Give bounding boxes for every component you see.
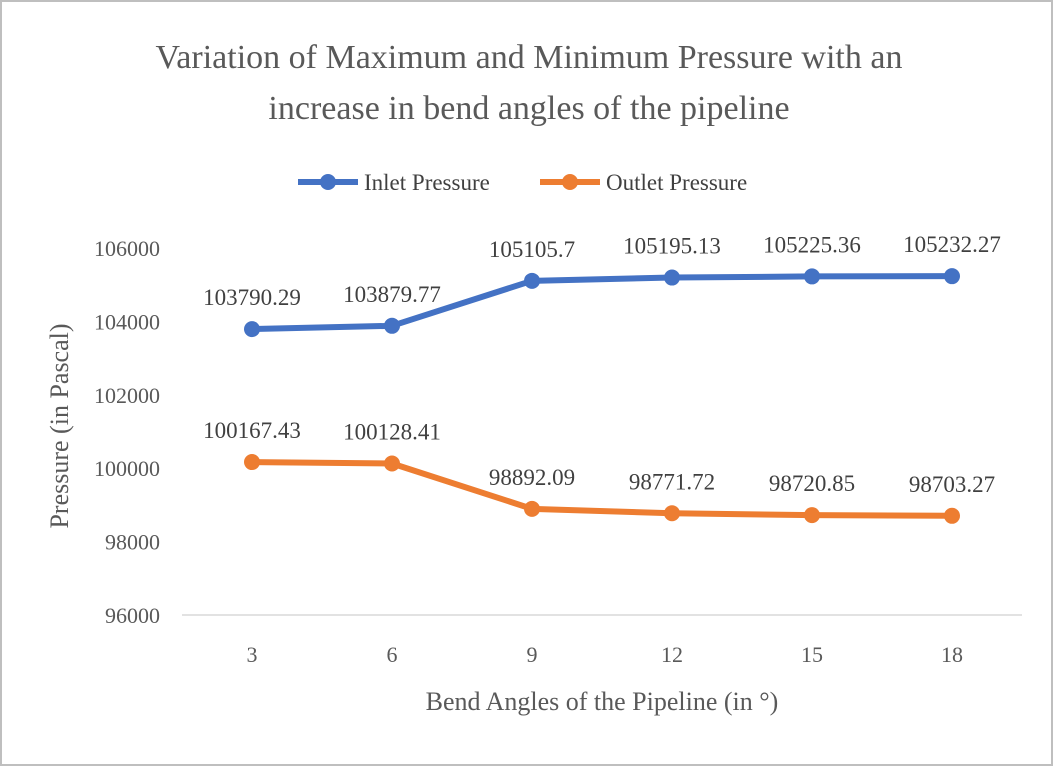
legend-item-inlet: Inlet Pressure (298, 170, 490, 195)
x-tick-label: 3 (247, 642, 258, 667)
data-point-outlet (944, 507, 960, 524)
legend-label-outlet: Outlet Pressure (606, 170, 747, 195)
data-label-inlet: 103790.29 (203, 285, 301, 310)
chart-title-line-1: Variation of Maximum and Minimum Pressur… (156, 39, 903, 76)
data-point-inlet (804, 268, 820, 285)
data-label-outlet: 98771.72 (629, 469, 715, 494)
data-label-outlet: 98703.27 (909, 472, 995, 497)
data-label-inlet: 105105.7 (489, 237, 575, 262)
data-point-outlet (384, 455, 400, 472)
y-axis-ticks: 96000 98000 100000 102000 104000 106000 (94, 236, 160, 628)
series-line-outlet (249, 459, 955, 519)
y-axis-title: Pressure (in Pascal) (45, 323, 74, 528)
series-line-inlet (249, 273, 955, 333)
data-label-outlet: 98720.85 (769, 471, 855, 496)
series-layer: 103790.29 103879.77 105105.7 105195.13 10522… (203, 232, 1001, 524)
data-label-inlet: 105195.13 (623, 234, 721, 259)
data-point-inlet (664, 269, 680, 286)
legend-swatch-outlet-marker (562, 174, 578, 190)
legend-swatch-inlet-marker (320, 174, 336, 190)
data-point-outlet (664, 505, 680, 522)
data-label-inlet: 105225.36 (763, 232, 861, 257)
x-axis-title: Bend Angles of the Pipeline (in °) (426, 687, 779, 716)
x-tick-label: 15 (801, 642, 823, 667)
x-tick-label: 9 (527, 642, 538, 667)
y-tick-label: 106000 (94, 236, 160, 261)
data-point-inlet (524, 272, 540, 289)
x-tick-label: 12 (661, 642, 683, 667)
data-label-outlet: 100128.41 (343, 419, 441, 444)
data-point-inlet (244, 321, 260, 338)
data-label-outlet: 98892.09 (489, 465, 575, 490)
y-tick-label: 104000 (94, 309, 160, 334)
data-point-inlet (944, 268, 960, 285)
y-tick-label: 100000 (94, 456, 160, 481)
legend-item-outlet: Outlet Pressure (540, 170, 747, 195)
data-point-outlet (524, 500, 540, 517)
y-tick-label: 96000 (105, 603, 160, 628)
data-label-inlet: 103879.77 (343, 282, 441, 307)
legend: Inlet Pressure Outlet Pressure (298, 170, 747, 195)
chart-title-line-2: increase in bend angles of the pipeline (268, 90, 789, 127)
data-label-outlet: 100167.43 (203, 418, 301, 443)
x-axis-ticks: 3 6 9 12 15 18 (247, 642, 964, 667)
data-point-outlet (244, 454, 260, 471)
legend-label-inlet: Inlet Pressure (364, 170, 490, 195)
data-label-inlet: 105232.27 (903, 232, 1001, 257)
x-tick-label: 6 (387, 642, 398, 667)
data-point-outlet (804, 507, 820, 524)
x-tick-label: 18 (941, 642, 963, 667)
y-tick-label: 98000 (105, 530, 160, 555)
data-point-inlet (384, 317, 400, 334)
y-tick-label: 102000 (94, 383, 160, 408)
